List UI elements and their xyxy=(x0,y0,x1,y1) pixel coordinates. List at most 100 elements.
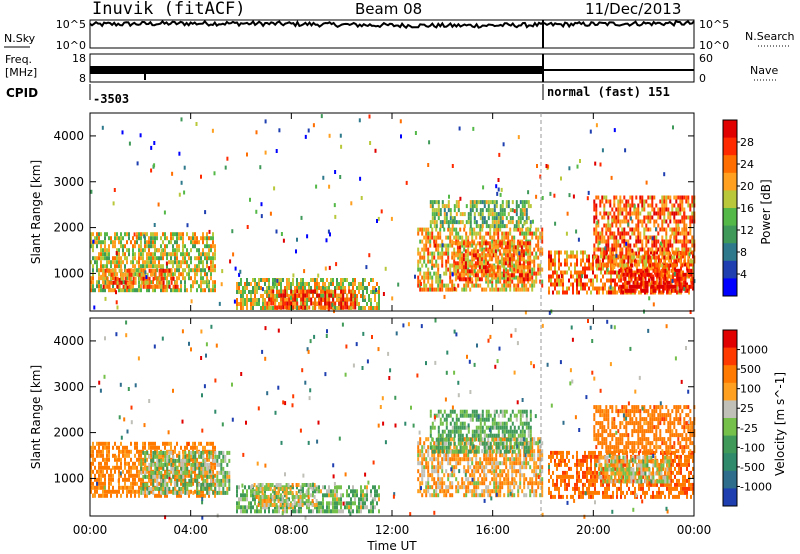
heatmap-cell xyxy=(638,276,641,281)
heatmap-cell xyxy=(637,215,640,220)
heatmap-cell xyxy=(92,485,94,490)
heatmap-cell xyxy=(96,232,98,237)
heatmap-cell xyxy=(296,294,298,298)
heatmap-cell xyxy=(256,286,258,290)
heatmap-cell xyxy=(665,195,668,200)
heatmap-cell xyxy=(443,251,446,256)
heatmap-cell xyxy=(564,250,566,255)
heatmap-cell xyxy=(272,497,274,502)
heatmap-cell xyxy=(264,119,267,124)
heatmap-cell xyxy=(652,288,655,293)
heatmap-cell xyxy=(136,465,138,470)
heatmap-cell xyxy=(517,224,520,229)
heatmap-cell xyxy=(310,278,312,282)
heatmap-cell xyxy=(180,180,183,185)
heatmap-cell xyxy=(458,253,461,258)
heatmap-cell xyxy=(168,252,170,257)
heatmap-cell xyxy=(505,283,508,288)
heatmap-cell xyxy=(512,253,515,258)
heatmap-cell xyxy=(486,253,489,258)
heatmap-cell xyxy=(490,249,493,254)
heatmap-cell xyxy=(90,236,92,241)
heatmap-cell xyxy=(140,276,143,281)
cpid-value-2: normal (fast) 151 xyxy=(547,85,670,99)
heatmap-cell xyxy=(491,224,494,229)
heatmap-cell xyxy=(166,462,169,467)
heatmap-cell xyxy=(295,249,297,254)
heatmap-cell xyxy=(174,232,176,237)
heatmap-cell xyxy=(628,268,631,273)
heatmap-cell xyxy=(116,493,118,498)
heatmap-cell xyxy=(653,235,656,240)
heatmap-cell xyxy=(588,254,590,259)
heatmap-cell xyxy=(260,501,262,506)
heatmap-cell xyxy=(116,260,118,265)
heatmap-cell xyxy=(210,461,212,466)
heatmap-cell xyxy=(118,445,120,450)
heatmap-cell xyxy=(524,265,527,270)
heatmap-cell xyxy=(433,251,436,256)
heatmap-cell xyxy=(176,268,178,273)
heatmap-cell xyxy=(172,474,175,479)
heatmap-cell xyxy=(663,207,666,212)
heatmap-cell xyxy=(656,272,659,277)
heatmap-cell xyxy=(497,224,500,229)
heatmap-cell xyxy=(657,263,660,268)
heatmap-cell xyxy=(445,263,448,268)
heatmap-cell xyxy=(467,220,470,225)
heatmap-cell xyxy=(190,474,193,479)
heatmap-cell xyxy=(510,269,513,274)
heatmap-cell xyxy=(621,247,624,252)
heatmap-cell xyxy=(613,259,616,264)
heatmap-cell xyxy=(310,301,313,306)
heatmap-cell xyxy=(509,267,512,272)
heatmap-cell xyxy=(114,268,117,273)
heatmap-cell xyxy=(198,256,200,261)
heatmap-cell xyxy=(140,486,143,491)
heatmap-cell xyxy=(374,306,376,310)
heatmap-cell xyxy=(644,276,647,281)
heatmap-cell xyxy=(314,282,316,286)
heatmap-cell xyxy=(537,235,540,240)
heatmap-cell xyxy=(491,235,494,240)
heatmap-cell xyxy=(210,236,212,241)
heatmap-cell xyxy=(492,265,495,270)
heatmap-cell xyxy=(262,298,264,302)
heatmap-cell xyxy=(363,295,366,300)
heatmap-cell xyxy=(656,284,659,289)
heatmap-cell xyxy=(212,260,214,265)
heatmap-cell xyxy=(473,204,476,209)
heatmap-cell xyxy=(358,282,360,286)
heatmap-cell xyxy=(162,284,165,289)
heatmap-cell xyxy=(320,294,322,298)
heatmap-cell xyxy=(493,275,496,280)
heatmap-cell xyxy=(474,273,477,278)
heatmap-cell xyxy=(140,284,142,289)
heatmap-cell xyxy=(469,204,472,209)
heatmap-cell xyxy=(643,259,646,264)
heatmap-cell xyxy=(162,462,165,467)
heatmap-cell xyxy=(654,288,657,293)
heatmap-cell xyxy=(522,269,525,274)
heatmap-cell xyxy=(528,269,531,274)
heatmap-cell xyxy=(417,247,420,252)
heatmap-cell xyxy=(633,243,636,248)
heatmap-cell xyxy=(656,266,658,271)
heatmap-cell xyxy=(340,297,343,302)
heatmap-cell xyxy=(144,260,146,265)
heatmap-cell xyxy=(318,286,320,290)
heatmap-cell xyxy=(649,195,652,200)
heatmap-cell xyxy=(378,298,380,302)
heatmap-cell xyxy=(397,282,400,287)
heatmap-cell xyxy=(635,259,638,264)
heatmap-cell xyxy=(619,251,622,256)
heatmap-cell xyxy=(648,278,650,283)
heatmap-cell xyxy=(266,286,268,290)
heatmap-cell xyxy=(654,262,656,267)
heatmap-cell xyxy=(419,255,422,260)
heatmap-cell xyxy=(497,235,500,240)
heatmap-cell xyxy=(578,270,580,275)
heatmap-cell xyxy=(453,271,456,276)
heatmap-cell xyxy=(132,260,134,265)
heatmap-cell xyxy=(260,489,262,494)
